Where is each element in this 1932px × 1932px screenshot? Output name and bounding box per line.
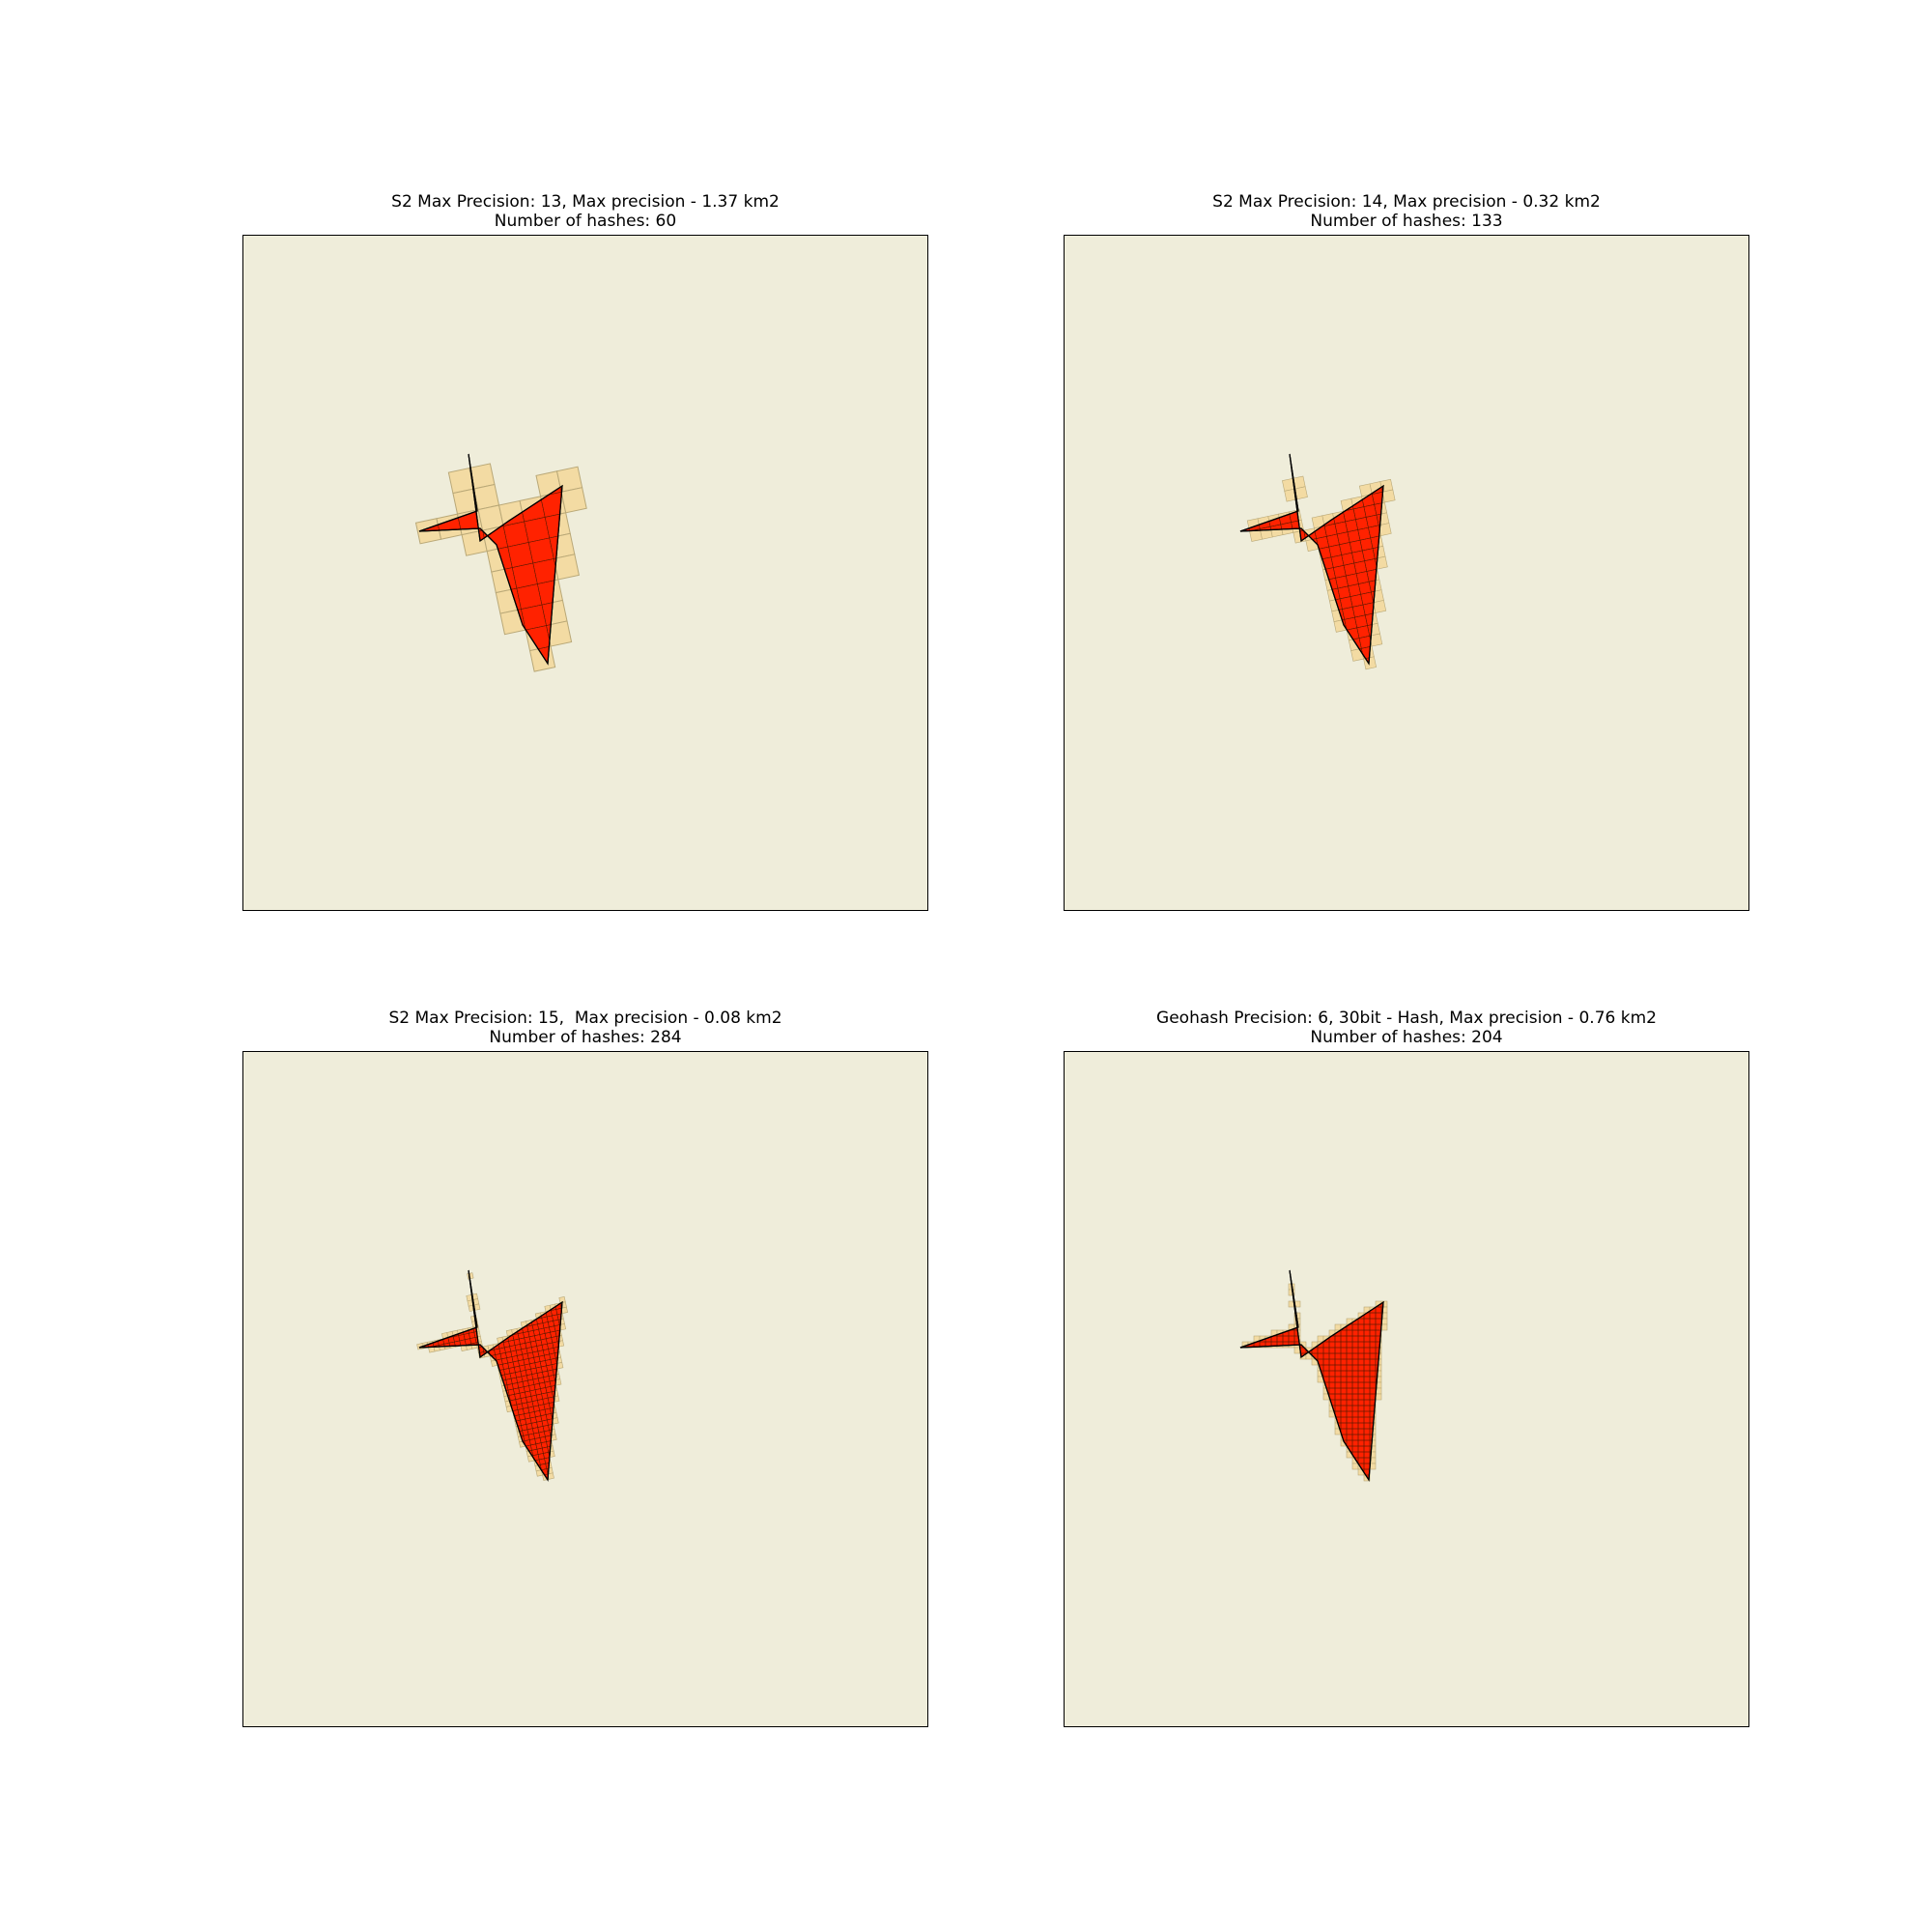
hash-cell (1380, 1323, 1388, 1331)
polygon-outline (1239, 1269, 1384, 1482)
panel-title-line2: Number of hashes: 60 (494, 212, 677, 231)
polygon-border (418, 1269, 563, 1482)
hash-cell (560, 487, 587, 514)
map-canvas (416, 1269, 568, 1482)
cell-gridlines (1246, 475, 1383, 664)
map-axes (242, 235, 928, 911)
map-axes (1064, 235, 1749, 911)
hash-cell-border (1380, 1312, 1383, 1320)
hash-cell-interior-group (419, 463, 562, 664)
panel-title-line1: S2 Max Precision: 15, Max precision - 0.… (388, 1009, 782, 1028)
hash-cell (1373, 600, 1387, 613)
panel-title: S2 Max Precision: 13, Max precision - 1.… (242, 192, 928, 231)
map-panel-s2-15: S2 Max Precision: 15, Max precision - 0.… (242, 1009, 928, 1727)
panel-title-line1: S2 Max Precision: 13, Max precision - 1.… (391, 192, 780, 212)
hash-cell (1351, 1463, 1359, 1470)
hash-cell (1334, 1323, 1342, 1331)
panel-title-line2: Number of hashes: 133 (1310, 212, 1503, 231)
panel-title: Geohash Precision: 6, 30bit - Hash, Max … (1064, 1009, 1749, 1047)
hash-cell-interior-group (1246, 475, 1383, 664)
hash-cell (553, 554, 580, 581)
hash-cell-border (1380, 1306, 1383, 1314)
polygon-border (418, 453, 563, 666)
panel-title: S2 Max Precision: 15, Max precision - 0.… (242, 1009, 928, 1047)
polygon-border (1239, 1269, 1384, 1482)
map-axes (242, 1051, 928, 1727)
map-panel-s2-13: S2 Max Precision: 13, Max precision - 1.… (242, 192, 928, 911)
polygon-border (1239, 453, 1384, 666)
hash-cell (1369, 1463, 1377, 1470)
map-canvas (1239, 1269, 1388, 1482)
hash-cell (1288, 1289, 1295, 1296)
map-panel-geohash-6: Geohash Precision: 6, 30bit - Hash, Max … (1064, 1009, 1749, 1727)
panel-title-line2: Number of hashes: 284 (489, 1028, 682, 1047)
hash-cell (1381, 489, 1396, 503)
hash-cell-border (559, 1301, 562, 1309)
map-axes (1064, 1051, 1749, 1727)
map-panel-s2-14: S2 Max Precision: 14, Max precision - 0.… (1064, 192, 1749, 911)
hash-cell (1293, 1347, 1301, 1354)
panel-title-line2: Number of hashes: 204 (1310, 1028, 1503, 1047)
cell-gridlines (419, 463, 562, 664)
hash-cell (1317, 1335, 1324, 1343)
map-canvas (414, 453, 587, 672)
map-canvas (1239, 453, 1396, 670)
panel-title-line1: S2 Max Precision: 14, Max precision - 0.… (1212, 192, 1601, 212)
panel-title: S2 Max Precision: 14, Max precision - 0.… (1064, 192, 1749, 231)
panel-title-line1: Geohash Precision: 6, 30bit - Hash, Max … (1156, 1009, 1657, 1028)
hash-cell (1375, 1393, 1382, 1401)
